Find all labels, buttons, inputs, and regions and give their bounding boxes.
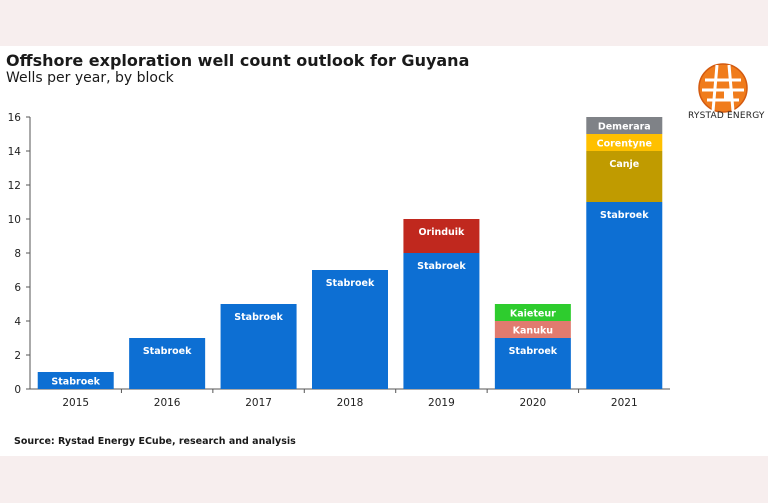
x-tick-label: 2017 xyxy=(245,397,272,409)
x-tick-label: 2021 xyxy=(611,397,638,409)
chart-card: Offshore exploration well count outlook … xyxy=(0,46,768,456)
bar-segment xyxy=(586,134,663,151)
bar-segment-label: Kanuku xyxy=(513,326,553,337)
y-tick-label: 14 xyxy=(8,146,22,158)
bar-segment-label: Stabroek xyxy=(234,312,283,323)
y-tick-label: 12 xyxy=(8,180,21,192)
rystad-logo-icon xyxy=(698,63,748,113)
bar-segment xyxy=(586,151,663,202)
bar-segment xyxy=(312,270,388,389)
chart-title: Offshore exploration well count outlook … xyxy=(6,51,470,70)
bar-segment xyxy=(494,321,571,338)
y-tick-label: 8 xyxy=(14,248,21,260)
bar-segment xyxy=(403,219,480,253)
chart-subtitle: Wells per year, by block xyxy=(6,70,174,86)
bar-segment-label: Stabroek xyxy=(51,377,100,388)
x-tick-label: 2015 xyxy=(62,397,89,409)
bar-segment xyxy=(220,304,297,389)
y-tick-label: 2 xyxy=(14,350,21,362)
source-note: Source: Rystad Energy ECube, research an… xyxy=(14,436,296,447)
bar-segment xyxy=(586,117,663,134)
x-tick-label: 2020 xyxy=(519,397,546,409)
x-tick-label: 2018 xyxy=(337,397,364,409)
bar-segment-label: Orinduik xyxy=(418,227,465,238)
y-tick-label: 6 xyxy=(14,282,21,294)
bar-chart: 0 2 4 6 8 10 12 14 16 2015 Stabroek 2016 Stabroek 201… xyxy=(8,112,670,409)
x-tick-label: 2016 xyxy=(154,397,181,409)
bar-segment-label: Corentyne xyxy=(597,139,652,150)
bar-segment-label: Stabroek xyxy=(600,210,649,221)
logo-text: RYSTAD ENERGY xyxy=(688,111,765,121)
bar-segment-label: Stabroek xyxy=(326,278,375,289)
bar-segment xyxy=(494,304,571,321)
bar-segment xyxy=(129,338,206,389)
bar-segment-label: Kaieteur xyxy=(510,309,556,320)
x-tick-label: 2019 xyxy=(428,397,455,409)
y-tick-label: 10 xyxy=(8,214,21,226)
bar-segment xyxy=(586,202,663,389)
y-tick-label: 16 xyxy=(8,112,22,124)
bar-segment xyxy=(403,253,480,389)
bar-segment-label: Canje xyxy=(609,159,639,170)
bar-segment xyxy=(37,372,114,389)
bar-segment-label: Demerara xyxy=(598,122,651,133)
y-tick-label: 4 xyxy=(14,316,21,328)
bar-segment-label: Stabroek xyxy=(143,346,192,357)
y-tick-label: 0 xyxy=(14,384,21,396)
bar-segment-label: Stabroek xyxy=(417,261,466,272)
bar-segment-label: Stabroek xyxy=(509,346,558,357)
bar-segment xyxy=(494,338,571,389)
